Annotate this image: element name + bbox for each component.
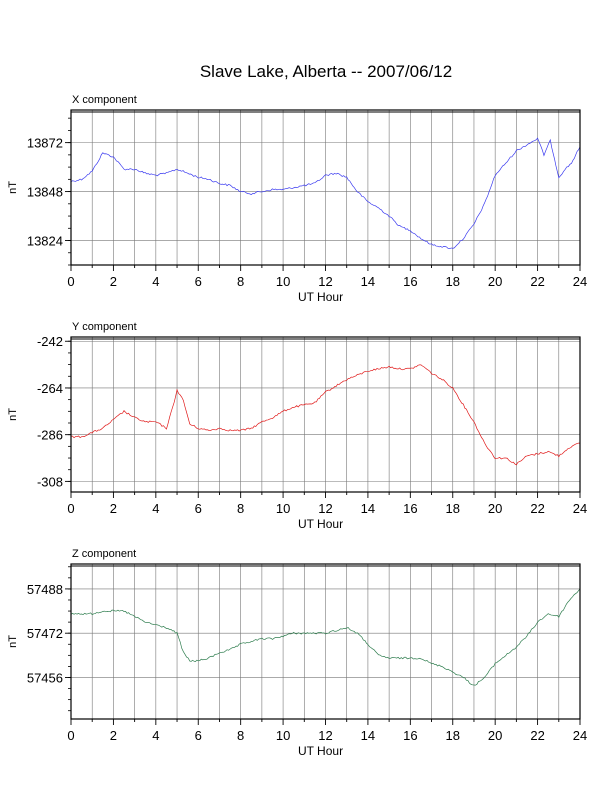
x-tick-label: 16	[403, 728, 417, 743]
figure-title: Slave Lake, Alberta -- 2007/06/12	[200, 62, 452, 81]
x-tick-label: 6	[195, 728, 202, 743]
x-tick-label: 10	[276, 728, 290, 743]
data-line	[70, 364, 581, 466]
x-tick-label: 12	[318, 728, 332, 743]
x-tick-label: 2	[110, 501, 117, 516]
x-tick-label: 2	[110, 728, 117, 743]
x-axis-label: UT Hour	[298, 744, 343, 758]
x-tick-label: 18	[446, 501, 460, 516]
x-tick-label: 0	[67, 728, 74, 743]
x-tick-label: 12	[318, 501, 332, 516]
x-tick-label: 4	[152, 501, 159, 516]
x-tick-label: 8	[237, 728, 244, 743]
y-tick-label: 13848	[27, 185, 63, 200]
y-axis-label: nT	[7, 635, 19, 648]
x-tick-label: 14	[361, 501, 375, 516]
y-tick-label: -242	[37, 334, 63, 349]
y-tick-label: 13872	[27, 136, 63, 151]
x-tick-label: 4	[152, 274, 159, 289]
y-tick-label: -308	[37, 474, 63, 489]
x-tick-label: 16	[403, 501, 417, 516]
x-tick-label: 10	[276, 501, 290, 516]
x-tick-label: 4	[152, 728, 159, 743]
x-tick-label: 6	[195, 501, 202, 516]
x-tick-label: 24	[573, 728, 587, 743]
y-tick-label: 57472	[27, 626, 63, 641]
x-axis-label: UT Hour	[298, 517, 343, 531]
x-tick-label: 8	[237, 501, 244, 516]
x-tick-label: 18	[446, 728, 460, 743]
x-tick-label: 24	[573, 501, 587, 516]
x-tick-label: 8	[237, 274, 244, 289]
y-axis-label: nT	[7, 181, 19, 194]
x-tick-label: 2	[110, 274, 117, 289]
y-tick-label: -286	[37, 428, 63, 443]
panel-label: Y component	[72, 321, 137, 333]
x-tick-label: 6	[195, 274, 202, 289]
panel-label: Z component	[72, 548, 136, 560]
x-tick-label: 24	[573, 274, 587, 289]
x-tick-label: 14	[361, 728, 375, 743]
x-tick-label: 20	[488, 728, 502, 743]
x-tick-label: 20	[488, 274, 502, 289]
x-tick-label: 22	[530, 501, 544, 516]
y-axis-label: nT	[7, 408, 19, 421]
y-tick-label: 57488	[27, 582, 63, 597]
x-axis-label: UT Hour	[298, 290, 343, 304]
x-tick-label: 22	[530, 728, 544, 743]
x-tick-label: 0	[67, 501, 74, 516]
x-tick-label: 12	[318, 274, 332, 289]
y-tick-label: 57456	[27, 670, 63, 685]
x-tick-label: 22	[530, 274, 544, 289]
x-tick-label: 16	[403, 274, 417, 289]
y-tick-label: -264	[37, 381, 63, 396]
x-tick-label: 0	[67, 274, 74, 289]
y-tick-label: 13824	[27, 234, 63, 249]
x-tick-label: 10	[276, 274, 290, 289]
x-tick-label: 14	[361, 274, 375, 289]
data-line	[70, 588, 581, 686]
panel-label: X component	[72, 94, 137, 106]
x-tick-label: 18	[446, 274, 460, 289]
data-line	[70, 137, 581, 250]
x-tick-label: 20	[488, 501, 502, 516]
